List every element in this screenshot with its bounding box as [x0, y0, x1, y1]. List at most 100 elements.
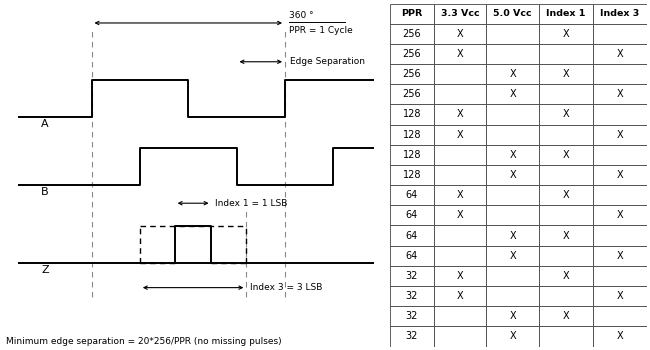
Bar — [486, 306, 539, 326]
Text: X: X — [616, 49, 623, 59]
Text: X: X — [616, 170, 623, 180]
Text: 32: 32 — [406, 331, 418, 341]
Bar — [390, 104, 434, 125]
Bar — [593, 306, 647, 326]
Bar — [539, 64, 593, 84]
Text: X: X — [457, 271, 463, 281]
Bar — [434, 4, 486, 24]
Bar — [486, 84, 539, 104]
Text: X: X — [562, 69, 569, 79]
Text: X: X — [457, 49, 463, 59]
Bar — [539, 165, 593, 185]
Text: 256: 256 — [402, 89, 421, 99]
Bar — [486, 4, 539, 24]
Text: X: X — [510, 231, 516, 240]
Bar — [486, 165, 539, 185]
Bar — [390, 4, 434, 24]
Bar — [539, 104, 593, 125]
Bar — [593, 326, 647, 346]
Text: 3.3 Vcc: 3.3 Vcc — [441, 9, 479, 18]
Bar — [390, 266, 434, 286]
Bar — [486, 205, 539, 225]
Bar — [539, 185, 593, 205]
Bar — [593, 185, 647, 205]
Bar — [593, 125, 647, 145]
Text: X: X — [510, 170, 516, 180]
Bar — [539, 125, 593, 145]
Text: X: X — [616, 210, 623, 220]
Bar — [593, 205, 647, 225]
Bar — [593, 246, 647, 266]
Text: X: X — [510, 311, 516, 321]
Bar — [593, 266, 647, 286]
Bar — [434, 225, 486, 246]
Bar — [593, 225, 647, 246]
Text: X: X — [457, 190, 463, 200]
Bar — [390, 84, 434, 104]
Text: X: X — [510, 69, 516, 79]
Bar — [390, 205, 434, 225]
Text: 5.0 Vcc: 5.0 Vcc — [493, 9, 532, 18]
Bar — [539, 225, 593, 246]
Bar — [434, 24, 486, 44]
Text: X: X — [616, 251, 623, 261]
Text: 128: 128 — [402, 110, 421, 119]
Bar — [486, 326, 539, 346]
Text: 32: 32 — [406, 271, 418, 281]
Text: A: A — [42, 119, 49, 129]
Bar — [390, 246, 434, 266]
Bar — [539, 326, 593, 346]
Text: X: X — [457, 210, 463, 220]
Bar — [539, 306, 593, 326]
Bar — [486, 266, 539, 286]
Text: X: X — [510, 150, 516, 160]
Bar — [390, 125, 434, 145]
Bar — [390, 145, 434, 165]
Text: 256: 256 — [402, 69, 421, 79]
Bar — [390, 24, 434, 44]
Text: Edge Separation: Edge Separation — [290, 57, 365, 66]
Bar — [390, 306, 434, 326]
Text: 64: 64 — [406, 190, 418, 200]
Bar — [593, 104, 647, 125]
Text: X: X — [510, 331, 516, 341]
Bar — [434, 64, 486, 84]
Text: X: X — [457, 291, 463, 301]
Text: Index 3 = 3 LSB: Index 3 = 3 LSB — [250, 283, 322, 292]
Bar — [539, 145, 593, 165]
Bar — [593, 64, 647, 84]
Text: X: X — [562, 150, 569, 160]
Text: X: X — [457, 110, 463, 119]
Bar — [434, 266, 486, 286]
Bar — [486, 44, 539, 64]
Text: X: X — [562, 271, 569, 281]
Bar — [486, 225, 539, 246]
Text: X: X — [562, 190, 569, 200]
Text: X: X — [616, 331, 623, 341]
Bar — [539, 246, 593, 266]
Bar — [486, 125, 539, 145]
Bar — [593, 84, 647, 104]
Text: X: X — [562, 311, 569, 321]
Bar — [593, 145, 647, 165]
Text: Index 3: Index 3 — [600, 9, 640, 18]
Text: 128: 128 — [402, 130, 421, 140]
Bar — [539, 4, 593, 24]
Bar — [486, 145, 539, 165]
Text: 64: 64 — [406, 210, 418, 220]
Text: X: X — [562, 110, 569, 119]
Bar — [434, 326, 486, 346]
Text: PPR: PPR — [401, 9, 423, 18]
Text: 128: 128 — [402, 170, 421, 180]
Bar — [486, 64, 539, 84]
Bar — [434, 44, 486, 64]
Text: Index 1: Index 1 — [546, 9, 586, 18]
Bar — [434, 185, 486, 205]
Bar — [486, 104, 539, 125]
Bar — [390, 326, 434, 346]
Text: Minimum edge separation = 20*256/PPR (no missing pulses): Minimum edge separation = 20*256/PPR (no… — [6, 337, 282, 346]
Bar — [434, 205, 486, 225]
Bar — [390, 44, 434, 64]
Bar — [434, 246, 486, 266]
Bar — [434, 125, 486, 145]
